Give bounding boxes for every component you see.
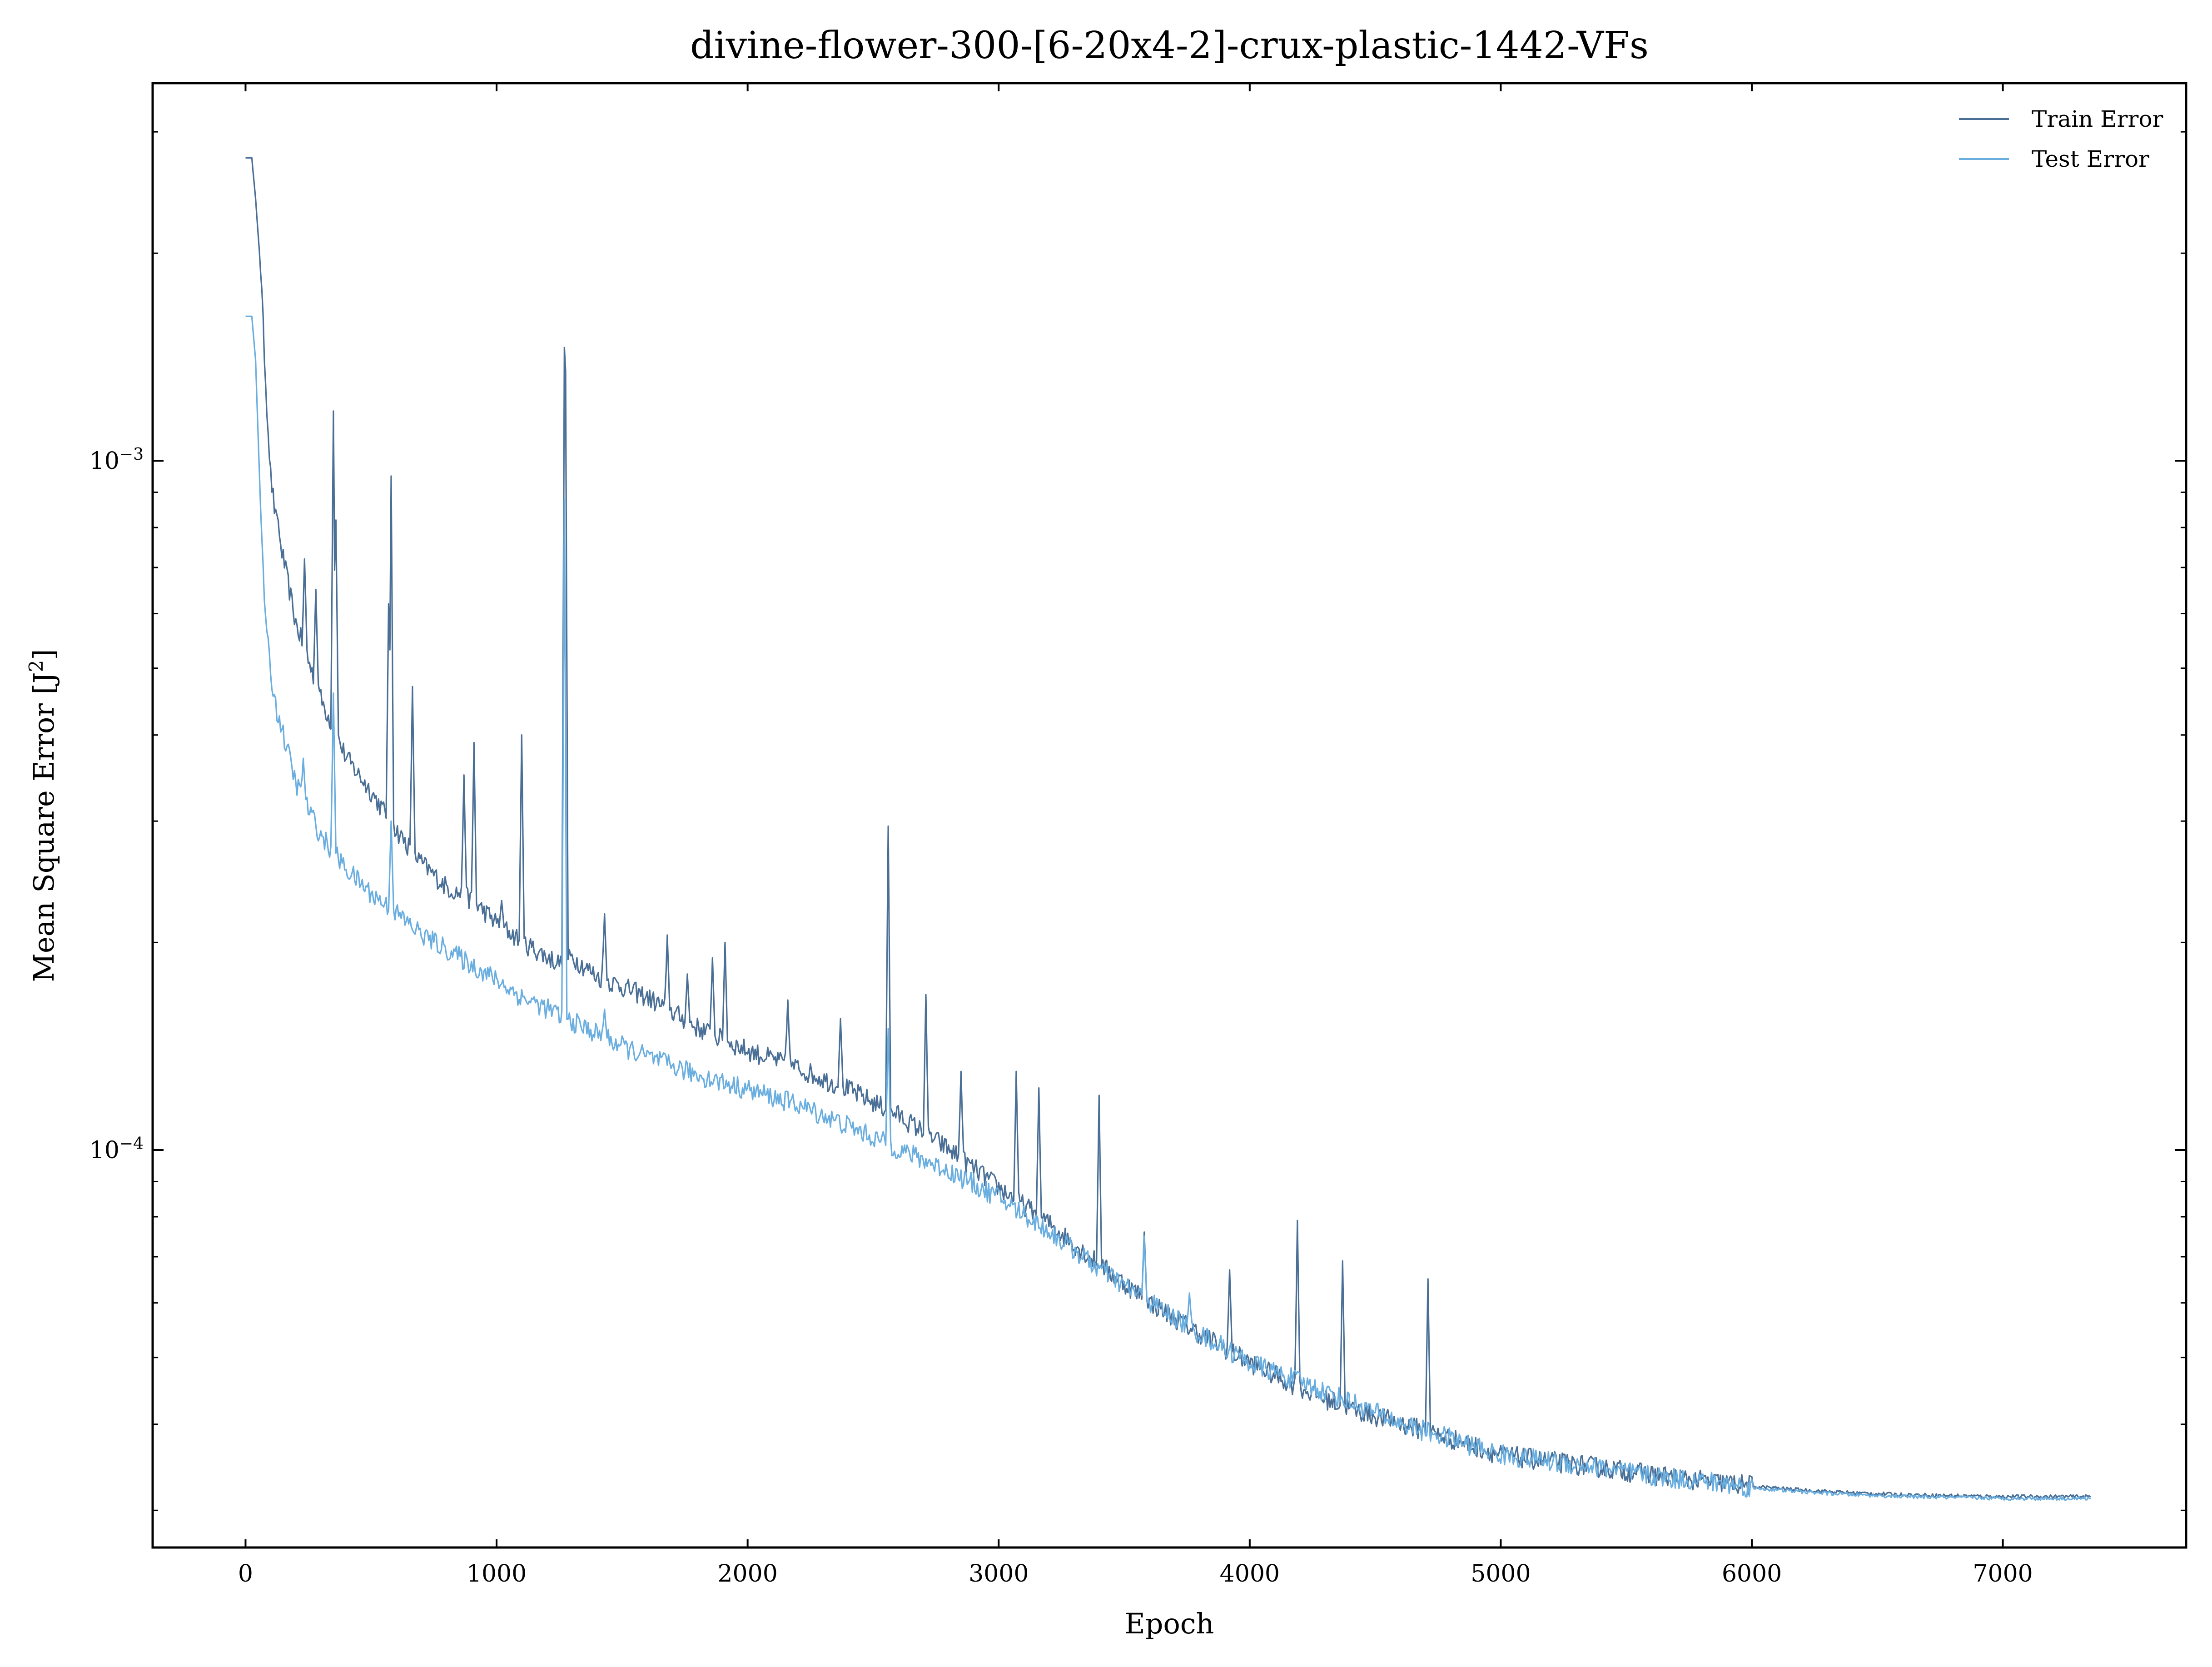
- y-tick-label: 10−3: [89, 445, 144, 475]
- plot-frame: [151, 82, 2187, 1549]
- x-tick-label: 1000: [467, 1560, 527, 1587]
- legend-label-train-error: Train Error: [2032, 106, 2163, 132]
- y-axis-label-close: ]: [27, 649, 60, 660]
- x-axis-label: Epoch: [1125, 1607, 1214, 1640]
- legend: Train Error Test Error: [1959, 106, 2163, 172]
- legend-label-test-error: Test Error: [2032, 146, 2149, 172]
- y-axis: 10−4 10−3: [89, 131, 2186, 1511]
- y-axis-label-superscript: 2: [25, 660, 47, 672]
- x-tick-label: 0: [238, 1560, 253, 1587]
- series-line-test-error: [245, 315, 2091, 1501]
- y-axis-label-main: Mean Square Error [J: [27, 672, 60, 982]
- y-tick-label: 10−4: [89, 1135, 144, 1164]
- plot-area: [151, 82, 2187, 1549]
- x-tick-label: 4000: [1220, 1560, 1280, 1587]
- series-layer: [245, 157, 2091, 1501]
- x-axis: 0 1000 2000 3000 4000 5000 6000 7000: [238, 83, 2033, 1587]
- x-tick-label: 5000: [1471, 1560, 1531, 1587]
- x-tick-label: 7000: [1973, 1560, 2033, 1587]
- x-tick-label: 3000: [969, 1560, 1029, 1587]
- series-line-train-error: [245, 157, 2091, 1499]
- y-axis-label: Mean Square Error [J2]: [25, 649, 61, 982]
- x-tick-label: 6000: [1722, 1560, 1782, 1587]
- x-tick-label: 2000: [717, 1560, 777, 1587]
- chart-title: divine-flower-300-[6-20x4-2]-crux-plasti…: [690, 24, 1649, 67]
